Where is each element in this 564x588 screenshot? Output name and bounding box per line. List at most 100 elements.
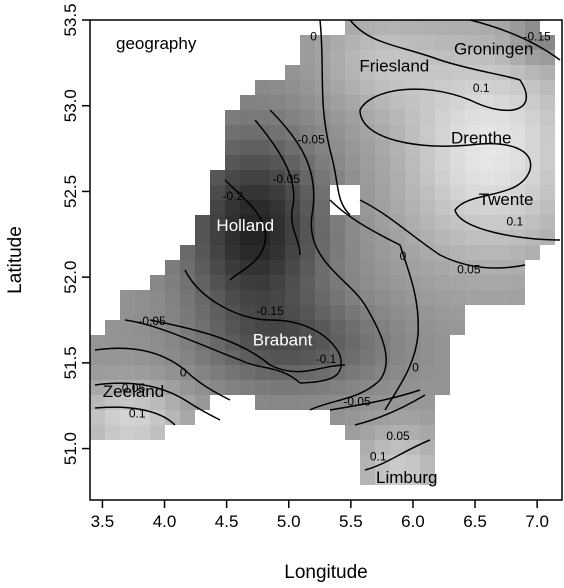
- heatmap-tile: [240, 290, 255, 305]
- heatmap-tile: [330, 140, 345, 155]
- heatmap-tile: [510, 65, 525, 80]
- contour-label: -0.05: [273, 172, 301, 186]
- heatmap-tile: [405, 110, 420, 125]
- heatmap-tile: [435, 245, 450, 260]
- heatmap-tile: [360, 140, 375, 155]
- heatmap-tile: [120, 350, 135, 365]
- heatmap-tile: [405, 50, 420, 65]
- y-tick-label: 53.5: [61, 3, 80, 36]
- contour-label: 0.05: [457, 263, 481, 277]
- heatmap-tile: [375, 65, 390, 80]
- heatmap-tile: [465, 65, 480, 80]
- heatmap-tile: [240, 110, 255, 125]
- heatmap-tile: [360, 365, 375, 380]
- heatmap-tile: [240, 155, 255, 170]
- heatmap-tile: [255, 95, 270, 110]
- heatmap-tile: [390, 455, 405, 470]
- heatmap-tile: [420, 230, 435, 245]
- heatmap-tile: [375, 185, 390, 200]
- heatmap-tile: [240, 140, 255, 155]
- contour-label: 0: [180, 366, 187, 380]
- heatmap-tile: [330, 80, 345, 95]
- heatmap-tile: [240, 365, 255, 380]
- plot-frame: [89, 19, 563, 501]
- contour-line-01-limburg: [364, 439, 431, 471]
- heatmap-tile: [345, 425, 360, 440]
- heatmap-tile: [510, 245, 525, 260]
- heatmap-tile: [540, 170, 555, 185]
- heatmap-tile: [450, 140, 465, 155]
- heatmap-tile: [465, 245, 480, 260]
- heatmap-tile: [480, 110, 495, 125]
- heatmap-tile: [525, 125, 540, 140]
- heatmap-tile: [360, 80, 375, 95]
- x-tick-label: 6.0: [401, 512, 425, 531]
- heatmap-tile: [405, 410, 420, 425]
- heatmap-tile: [465, 80, 480, 95]
- heatmap-tile: [315, 215, 330, 230]
- heatmap-tile: [180, 380, 195, 395]
- heatmap-tile: [405, 95, 420, 110]
- heatmap-tile: [300, 215, 315, 230]
- heatmap-tile: [345, 35, 360, 50]
- x-tick-label: 4.5: [215, 512, 239, 531]
- region-labels: Groningen Friesland Drenthe Twente Holland Br…: [103, 39, 534, 487]
- heatmap-tile: [165, 305, 180, 320]
- heatmap-tile: [435, 350, 450, 365]
- heatmap-tile: [390, 50, 405, 65]
- heatmap-tile: [435, 380, 450, 395]
- heatmap-tile: [360, 470, 375, 485]
- heatmap-tile: [285, 305, 300, 320]
- heatmap-tile: [150, 275, 165, 290]
- heatmap-tile: [240, 200, 255, 215]
- heatmap-tile: [360, 185, 375, 200]
- x-tick-label: 4.0: [153, 512, 177, 531]
- heatmap-tile: [375, 260, 390, 275]
- heatmap-tile: [375, 395, 390, 410]
- heatmap-tile: [390, 95, 405, 110]
- heatmap-tile: [480, 215, 495, 230]
- heatmap-tile: [450, 170, 465, 185]
- y-tick-label: 51.0: [61, 432, 80, 465]
- region-label-holland: Holland: [216, 216, 274, 235]
- region-label-zeeland: Zeeland: [103, 382, 164, 401]
- heatmap-tile: [405, 290, 420, 305]
- heatmap-tile: [495, 65, 510, 80]
- heatmap-tile: [135, 320, 150, 335]
- heatmap-tile: [480, 200, 495, 215]
- heatmap-tile: [405, 245, 420, 260]
- heatmap-tile: [330, 50, 345, 65]
- heatmap-tile: [345, 230, 360, 245]
- contour-label: 0.1: [473, 81, 490, 95]
- heatmap-tile: [150, 290, 165, 305]
- heatmap-tile: [195, 230, 210, 245]
- heatmap-tile: [330, 170, 345, 185]
- heatmap-tile: [450, 305, 465, 320]
- heatmap-tile: [150, 305, 165, 320]
- heatmap-tile: [270, 350, 285, 365]
- heatmap-tile: [195, 245, 210, 260]
- heatmap-tile: [420, 110, 435, 125]
- heatmap-tile: [375, 275, 390, 290]
- heatmap-tile: [540, 35, 555, 50]
- heatmap-tile: [345, 365, 360, 380]
- heatmap-tile: [210, 215, 225, 230]
- chart-title: geography: [116, 34, 197, 53]
- heatmap-tile: [300, 95, 315, 110]
- heatmap-tile: [450, 290, 465, 305]
- heatmap-tile: [90, 335, 105, 350]
- heatmap-tile: [420, 365, 435, 380]
- heatmap-tile: [300, 350, 315, 365]
- heatmap-tile: [255, 230, 270, 245]
- heatmap-tile: [495, 80, 510, 95]
- heatmap-tile: [285, 350, 300, 365]
- heatmap-tile: [405, 125, 420, 140]
- heatmap-tile: [255, 155, 270, 170]
- heatmap-tile: [510, 200, 525, 215]
- heatmap-tile: [135, 365, 150, 380]
- heatmap-tile: [105, 350, 120, 365]
- heatmap-tile: [165, 395, 180, 410]
- heatmap-tile: [135, 290, 150, 305]
- heatmap-tile: [390, 230, 405, 245]
- heatmap-tile: [390, 380, 405, 395]
